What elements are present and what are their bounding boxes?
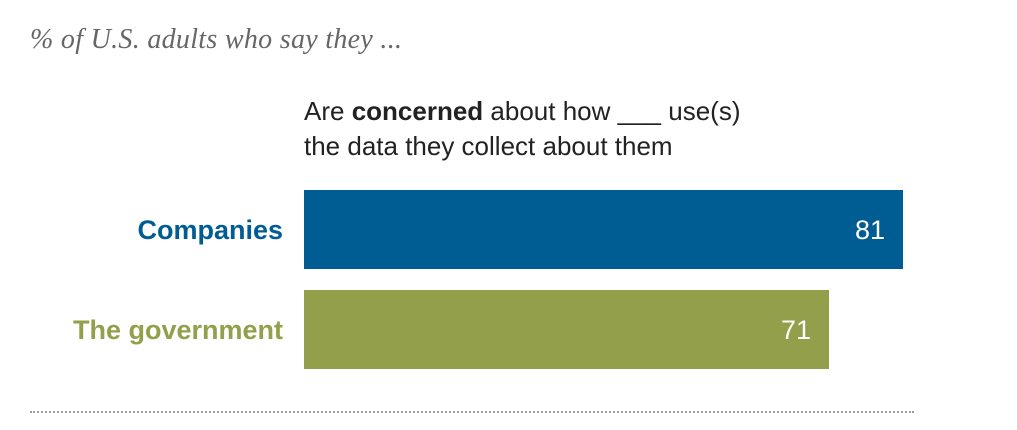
chart-subtitle: % of U.S. adults who say they ...	[30, 24, 403, 55]
header-prefix: Are	[304, 96, 352, 126]
dotted-divider	[30, 411, 914, 413]
bar-value-label-1: 71	[780, 314, 811, 345]
header-middle: about how	[483, 96, 618, 126]
column-header: Are concerned about how ___ use(s) the d…	[304, 94, 924, 164]
category-label-0: Companies	[137, 214, 283, 245]
header-suffix: use(s)	[661, 96, 741, 126]
category-label-1: The government	[72, 314, 283, 345]
bar-1: 71	[304, 290, 829, 369]
header-line2: the data they collect about them	[304, 131, 673, 161]
header-bold-word: concerned	[351, 96, 484, 126]
bar-0: 81	[304, 190, 903, 269]
header-blank: ___	[617, 96, 662, 126]
bar-value-label-0: 81	[854, 214, 885, 245]
